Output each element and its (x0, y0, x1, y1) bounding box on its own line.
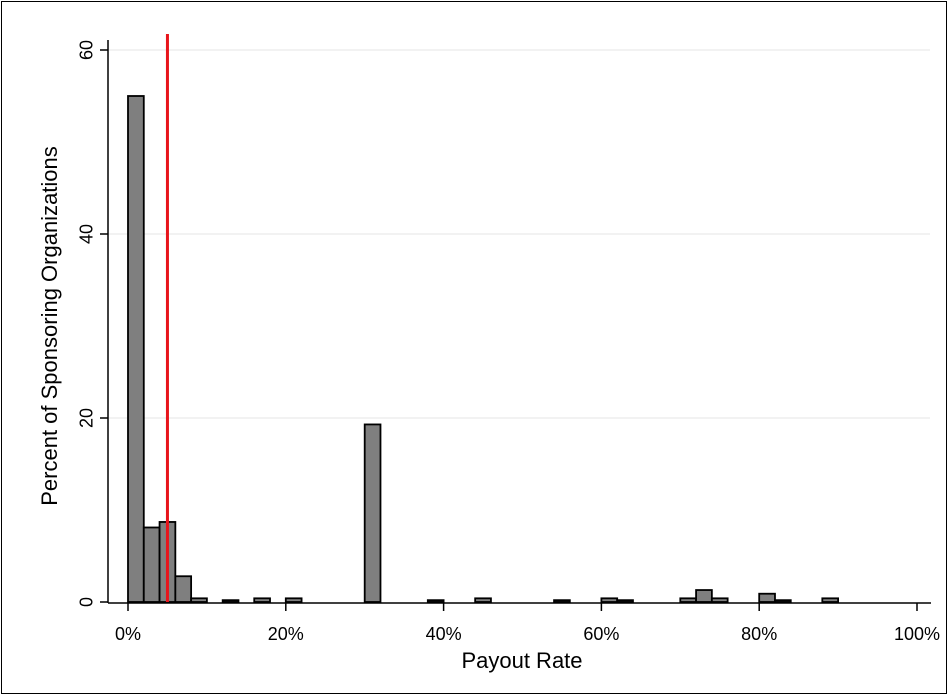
gridlines (108, 49, 930, 419)
y-tick-label: 20 (76, 408, 96, 428)
histogram-bar (190, 597, 208, 603)
y-tick-label: 60 (76, 40, 96, 60)
histogram-bars (127, 95, 840, 603)
y-tick-label: 40 (76, 224, 96, 244)
y-tick-label: 0 (76, 597, 96, 607)
histogram-bar (474, 597, 492, 603)
histogram-bar (679, 597, 697, 603)
x-tick-label: 80% (741, 624, 777, 644)
histogram-bar (616, 599, 634, 603)
histogram-bar (821, 597, 840, 603)
histogram-bar (221, 599, 240, 603)
axes (100, 40, 931, 611)
histogram-bar (426, 599, 445, 603)
x-tick-label: 0% (115, 624, 141, 644)
histogram-bar (695, 589, 713, 603)
x-tick-label: 60% (583, 624, 619, 644)
histogram-bar (127, 95, 145, 603)
histogram-bar (600, 597, 619, 603)
tick-labels: 0 20 40 60 0% 20% 40% 60% 80% 100% (76, 40, 940, 644)
histogram-bar (142, 526, 161, 603)
histogram-bar (363, 423, 382, 603)
x-tick-label: 100% (894, 624, 940, 644)
histogram-bar (774, 599, 792, 603)
histogram-bar (174, 575, 193, 603)
histogram-bar (284, 597, 303, 603)
x-tick-label: 40% (426, 624, 462, 644)
histogram-bar (253, 597, 271, 603)
histogram-bar (758, 592, 776, 603)
y-axis-title: Percent of Sponsoring Organizations (37, 146, 62, 506)
x-axis-title: Payout Rate (461, 648, 582, 673)
x-tick-label: 20% (268, 624, 304, 644)
histogram-bar (553, 599, 571, 603)
histogram-bar (710, 597, 729, 603)
